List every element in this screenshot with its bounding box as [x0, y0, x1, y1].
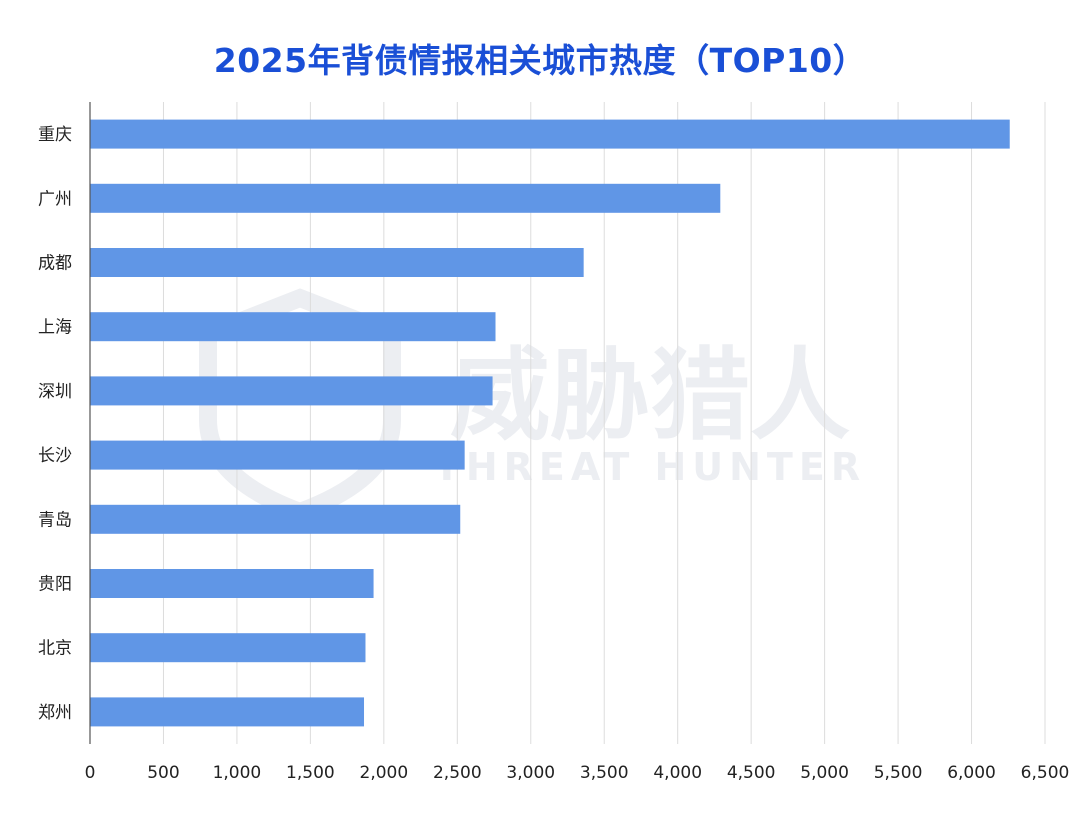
category-label: 郑州 [38, 703, 72, 723]
category-label: 长沙 [38, 446, 72, 466]
category-label: 上海 [38, 318, 72, 338]
bar-5 [90, 440, 465, 470]
bar-8 [90, 633, 366, 663]
x-tick-label: 4,500 [727, 763, 776, 783]
watermark-brand-en: THREAT HUNTER [434, 445, 866, 489]
x-tick-label: 1,500 [286, 763, 335, 783]
category-label: 青岛 [38, 510, 72, 530]
category-label: 重庆 [38, 125, 72, 145]
x-tick-label: 5,000 [800, 763, 849, 783]
x-tick-label: 1,000 [213, 763, 262, 783]
bar-2 [90, 248, 584, 277]
bar-7 [90, 569, 374, 598]
category-label: 广州 [38, 189, 72, 209]
x-tick-label: 4,000 [653, 763, 702, 783]
x-tick-label: 3,000 [506, 763, 555, 783]
x-tick-label: 500 [147, 763, 179, 783]
bar-0 [90, 119, 1010, 149]
x-tick-label: 2,000 [360, 763, 409, 783]
x-tick-label: 5,500 [874, 763, 923, 783]
watermark-brand-cn: 威胁猎人 [450, 337, 850, 454]
x-tick-labels: 0 500 1,000 1,500 2,000 2,500 3,000 3,500 4,000 4… [85, 763, 1070, 783]
x-tick-label: 3,500 [580, 763, 629, 783]
x-tick-label: 2,500 [433, 763, 482, 783]
x-tick-label: 0 [85, 763, 96, 783]
bar-6 [90, 504, 461, 534]
x-tick-label: 6,000 [947, 763, 996, 783]
bar-1 [90, 183, 721, 213]
category-label: 深圳 [38, 382, 72, 402]
bar-series [90, 119, 1010, 727]
x-tick-label: 6,500 [1021, 763, 1070, 783]
bar-4 [90, 376, 493, 406]
category-label: 贵阳 [38, 575, 72, 595]
category-label: 成都 [38, 254, 72, 274]
bar-9 [90, 697, 365, 727]
chart-title: 2025年背债情报相关城市热度（TOP10） [213, 41, 867, 80]
bar-3 [90, 312, 496, 342]
category-label: 北京 [38, 639, 72, 659]
